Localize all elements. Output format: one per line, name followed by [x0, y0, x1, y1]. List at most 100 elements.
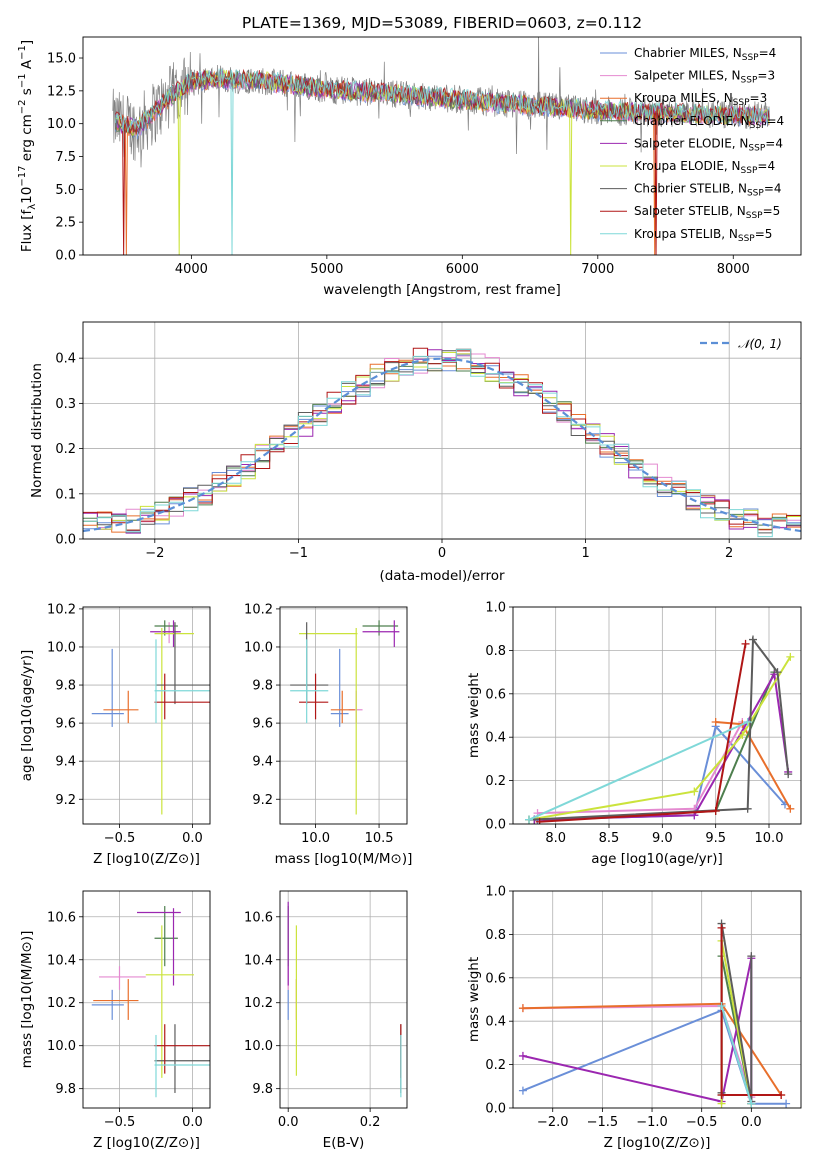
y-tick-label: 10.4 — [244, 953, 273, 968]
mass-weight-point — [690, 787, 699, 796]
y-axis-label: Normed distribution — [29, 363, 45, 498]
spectrum-plot-area — [112, 37, 770, 255]
x-axis-label: E(B-V) — [323, 1135, 365, 1151]
axes-frame — [82, 606, 211, 825]
y-tick-label: 9.8 — [55, 679, 76, 694]
y-tick-label: 0.4 — [485, 731, 506, 746]
y-axis-label: mass [log10(M/M⊙)] — [19, 931, 35, 1069]
y-tick-label: 9.6 — [55, 717, 76, 732]
y-tick-label: 10.6 — [47, 910, 76, 925]
x-tick-label: 6000 — [446, 262, 479, 277]
y-tick-label: 0.0 — [55, 249, 76, 264]
x-axis-label: age [log10(age/yr)] — [591, 851, 723, 867]
mass-weight-vs-metallicity-panel: −2.0 −1.5 −1.0 −0.5 0.0 0.0 0.2 0.4 0.6 0.8 1.0 Z [… — [466, 885, 802, 1151]
model-spectrum-dropout — [122, 124, 126, 255]
mass-weight-point — [717, 923, 726, 932]
mass-weight-series-line — [522, 958, 753, 1104]
model-spectrum-dropout — [230, 79, 234, 255]
spectrum-panel: 4000 5000 6000 7000 8000 0.0 2.5 5.0 7.5 10.0 12.5… — [17, 14, 802, 298]
legend-entry: Salpeter MILES, NSSP=3 — [634, 69, 775, 86]
x-axis-label: Z [log10(Z/Z⊙)] — [93, 851, 200, 867]
legend-entry: 𝒩(0, 1) — [738, 337, 782, 351]
y-tick-label: 0.4 — [485, 1015, 506, 1030]
axes-frame — [82, 36, 802, 256]
x-tick-label: 5000 — [310, 262, 343, 277]
axes-frame — [279, 890, 408, 1109]
x-axis-label: Z [log10(Z/Z⊙)] — [93, 1135, 200, 1151]
mass-weight-point — [743, 718, 752, 727]
x-tick-label: −0.5 — [686, 1115, 718, 1130]
mass-weight-plot-area — [518, 919, 791, 1108]
model-spectrum-dropout — [569, 108, 573, 255]
y-tick-label: 0.0 — [485, 1102, 506, 1117]
x-axis-label: mass [log10(M/M⊙)] — [275, 851, 413, 867]
x-tick-label: 0 — [438, 546, 446, 561]
mass-vs-metallicity-panel: −0.5 0.0 9.8 10.0 10.2 10.4 10.6 Z [log10(Z/Z⊙)… — [19, 890, 211, 1151]
y-tick-label: 12.5 — [47, 84, 76, 99]
mass-weight-series-line — [528, 636, 790, 821]
y-tick-label: 7.5 — [55, 150, 76, 165]
y-tick-label: 10.0 — [47, 117, 76, 132]
legend-entry: Kroupa MILES, NSSP=3 — [634, 91, 767, 108]
legend-entry: Kroupa ELODIE, NSSP=4 — [634, 159, 775, 176]
chart-title: PLATE=1369, MJD=53089, FIBERID=0603, z=0… — [242, 14, 642, 32]
mass-weight-point — [786, 652, 795, 661]
mass-weight-point — [782, 1099, 791, 1108]
mass-weight-point — [773, 668, 782, 677]
mass-weight-series-line — [715, 721, 792, 810]
mass-weight-point — [777, 1090, 786, 1099]
y-tick-label: 0.3 — [55, 397, 76, 412]
x-tick-label: 10.0 — [301, 831, 330, 846]
model-spectrum-dropout — [654, 112, 658, 255]
y-tick-label: 0.0 — [485, 818, 506, 833]
y-tick-label: 0.2 — [485, 774, 506, 789]
y-tick-label: 9.4 — [55, 755, 76, 770]
mass-weight-point — [518, 1004, 527, 1013]
errorbar-plot-area — [91, 906, 210, 1098]
axes-frame — [82, 890, 211, 1109]
x-tick-label: 0.2 — [360, 1115, 381, 1130]
mass-weight-point — [518, 1051, 527, 1060]
legend-entry: Chabrier STELIB, NSSP=4 — [634, 182, 782, 199]
x-tick-label: 9.5 — [705, 831, 726, 846]
mass-weight-point — [717, 1002, 726, 1011]
mass-weight-vs-age-panel: 8.0 8.5 9.0 9.5 10.0 0.0 0.2 0.4 0.6 0.8 1.0 age [l… — [466, 601, 802, 867]
sii-emission-line — [558, 67, 561, 107]
mass-weight-point — [741, 639, 750, 648]
mass-weight-point — [535, 817, 544, 824]
mass-weight-series-line — [528, 656, 792, 821]
y-tick-label: 10.6 — [244, 910, 273, 925]
y-tick-label: 10.0 — [244, 1039, 273, 1054]
h-alpha-emission-line — [537, 37, 540, 104]
x-tick-label: 10.5 — [365, 831, 394, 846]
x-tick-label: 0.0 — [278, 1115, 299, 1130]
mass-weight-point — [518, 1086, 527, 1095]
x-tick-label: −1.5 — [587, 1115, 619, 1130]
x-tick-label: 4000 — [175, 262, 208, 277]
axes-frame — [279, 606, 408, 825]
errorbar-plot-area — [287, 901, 402, 1098]
x-tick-label: −2 — [145, 546, 164, 561]
y-tick-label: 1.0 — [485, 885, 506, 900]
legend-entry: Salpeter STELIB, NSSP=5 — [634, 204, 780, 221]
age-vs-mass-panel: 10.0 10.5 9.2 9.4 9.6 9.8 10.0 10.2 mass [log10(… — [244, 602, 412, 867]
x-axis-label: (data-model)/error — [379, 568, 505, 584]
x-tick-label: 0.0 — [741, 1115, 762, 1130]
x-tick-label: 9.0 — [652, 831, 673, 846]
y-tick-label: 9.8 — [252, 1082, 273, 1097]
y-axis-label: Flux [fλ10−17 erg cm−2 s−1 A−1] — [17, 40, 38, 252]
y-tick-label: 9.8 — [252, 679, 273, 694]
mass-weight-series-line — [537, 721, 744, 815]
y-axis-label: mass weight — [466, 957, 482, 1042]
y-tick-label: 0.6 — [485, 971, 506, 986]
axes-frame — [512, 890, 802, 1109]
mass-weight-series-line — [528, 721, 749, 821]
legend-entry: Chabrier ELODIE, NSSP=4 — [634, 114, 784, 131]
y-tick-label: 9.2 — [252, 793, 273, 808]
errorbar-plot-area — [91, 620, 210, 815]
axes-frame — [82, 321, 802, 540]
legend-entry: Salpeter ELODIE, NSSP=4 — [634, 136, 783, 153]
x-tick-label: 8.0 — [545, 831, 566, 846]
age-vs-metallicity-panel: −0.5 0.0 9.2 9.4 9.6 9.8 10.0 10.2 Z [log10(Z/Z⊙… — [19, 602, 211, 867]
x-tick-label: −1 — [289, 546, 308, 561]
